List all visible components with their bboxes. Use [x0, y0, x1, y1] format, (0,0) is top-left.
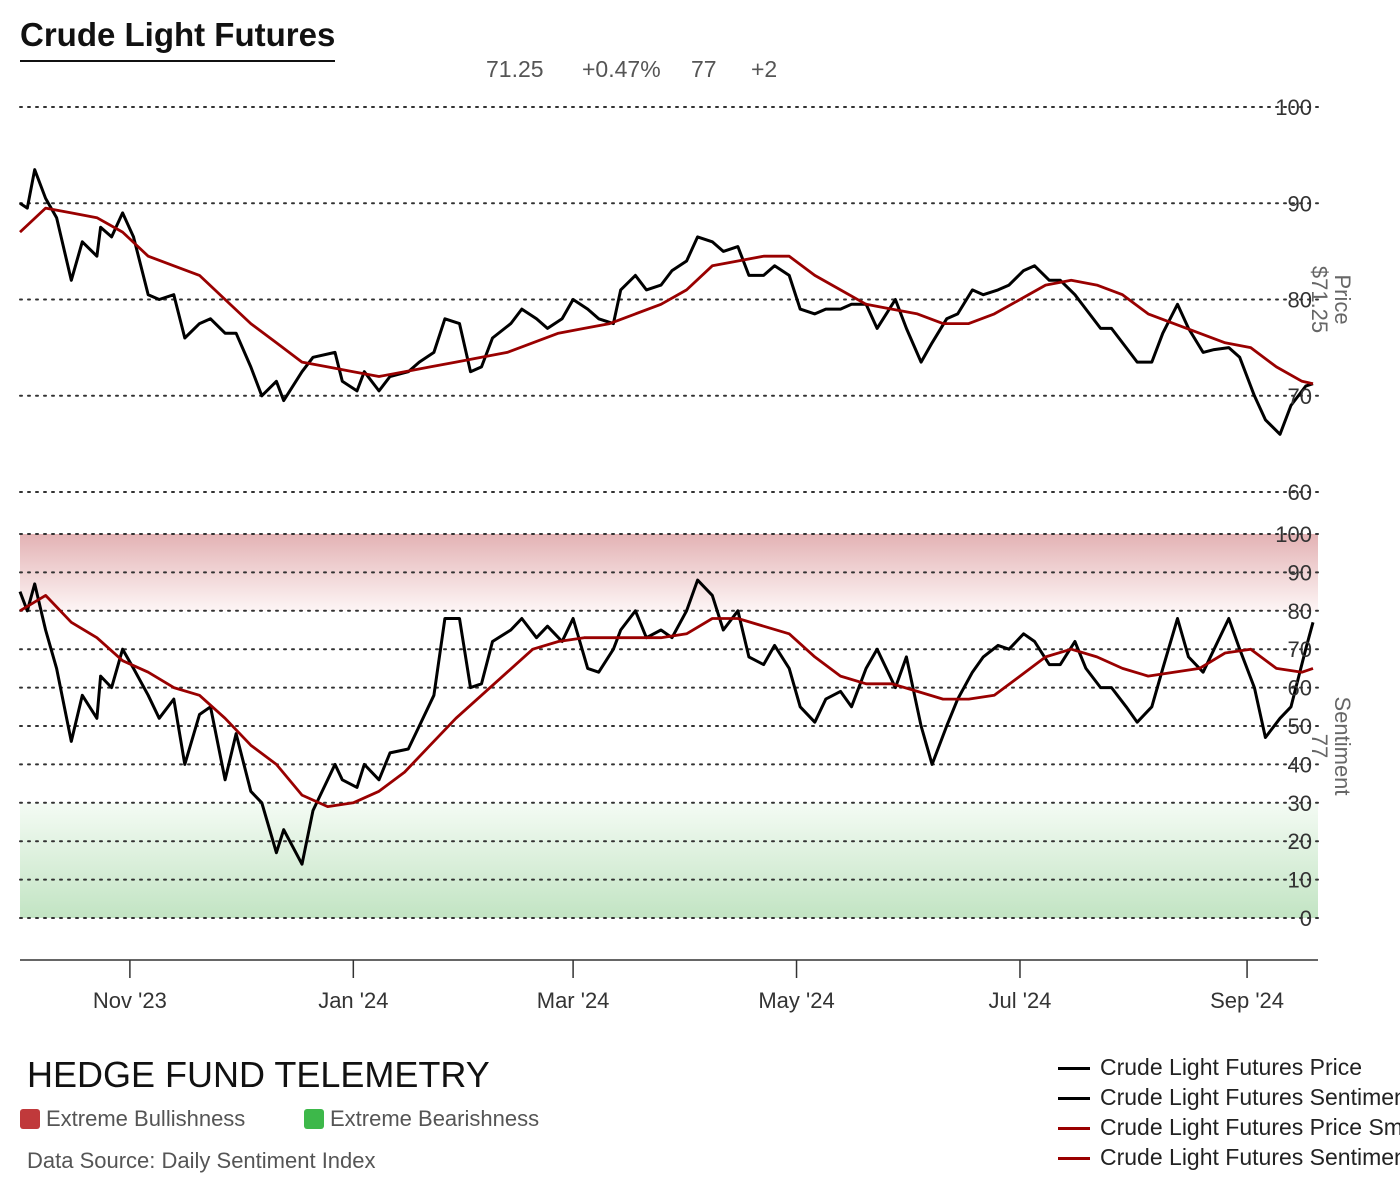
legend-line-icon — [1058, 1067, 1090, 1071]
sentiment-y-tick-label: 0 — [1300, 906, 1312, 931]
sentiment-axis-value: 77 — [1307, 734, 1332, 758]
legend-label: Crude Light Futures Price — [1100, 1054, 1363, 1080]
series-crude-light-futures-price — [19, 168, 1314, 436]
sentiment-y-tick-label: 50 — [1288, 714, 1312, 739]
legend-line-icon — [1058, 1097, 1090, 1101]
price-y-tick-label: 70 — [1288, 384, 1312, 409]
sentiment-y-tick-label: 20 — [1288, 829, 1312, 854]
x-tick-label: Nov '23 — [93, 988, 167, 1013]
sentiment-y-tick-label: 70 — [1288, 637, 1312, 662]
legend-item: Crude Light Futures Sentiment Smoothed — [1058, 1142, 1400, 1172]
sentiment-y-tick-label: 30 — [1288, 791, 1312, 816]
series-crude-light-futures-sentiment-smoothed — [19, 594, 1314, 808]
price-y-tick-label: 80 — [1288, 288, 1312, 313]
sentiment-axis-label: Sentiment — [1330, 696, 1355, 795]
bear-zone-key: Extreme Bearishness — [304, 1106, 539, 1132]
legend-label: Crude Light Futures Sentiment — [1100, 1084, 1400, 1110]
legend-line-icon — [1058, 1157, 1090, 1161]
bear-zone-label: Extreme Bearishness — [330, 1106, 540, 1131]
x-tick-label: Jan '24 — [318, 988, 388, 1013]
price-y-tick-label: 90 — [1288, 191, 1312, 216]
price-change: +0.47% — [582, 56, 661, 82]
brand-name: HEDGE FUND TELEMETRY — [27, 1054, 490, 1095]
price-y-tick-label: 100 — [1275, 95, 1312, 120]
legend-item: Crude Light Futures Price Smoothed — [1058, 1112, 1400, 1142]
legend-item: Crude Light Futures Sentiment — [1058, 1082, 1400, 1112]
sentiment-y-tick-label: 60 — [1288, 676, 1312, 701]
legend-label: Crude Light Futures Price Smoothed — [1100, 1114, 1400, 1140]
price-axis-title: Price$71.25 — [1307, 266, 1355, 333]
sentiment-y-tick-label: 80 — [1288, 599, 1312, 624]
chart-legend: Crude Light Futures Price Crude Light Fut… — [1058, 1052, 1400, 1172]
x-tick-label: Mar '24 — [537, 988, 610, 1013]
legend-line-icon — [1058, 1127, 1090, 1131]
series-crude-light-futures-price-smoothed — [19, 206, 1314, 386]
bull-swatch-icon — [20, 1109, 40, 1129]
bull-zone-key: Extreme Bullishness — [20, 1106, 245, 1132]
sentiment-change: +2 — [751, 56, 778, 82]
chart-title: Crude Light Futures — [20, 16, 336, 62]
sentiment-y-tick-label: 10 — [1288, 868, 1312, 893]
bull-zone-label: Extreme Bullishness — [46, 1106, 246, 1131]
sentiment-y-tick-label: 100 — [1275, 522, 1312, 547]
legend-label: Crude Light Futures Sentiment Smoothed — [1100, 1144, 1400, 1170]
zone-extreme-bearishness — [20, 802, 1318, 918]
chart-canvas: 60 70 80 90 100 0 10 20 30 40 50 60 70 80 90 100 Nov '2… — [18, 95, 1355, 1013]
legend-item: Crude Light Futures Price — [1058, 1052, 1400, 1082]
x-tick-label: Jul '24 — [989, 988, 1052, 1013]
sentiment-y-tick-label: 40 — [1288, 752, 1312, 777]
price-axis-value: $71.25 — [1307, 266, 1332, 333]
x-tick-label: Sep '24 — [1210, 988, 1284, 1013]
series-crude-light-futures-sentiment — [18, 578, 1315, 866]
price-value: 71.25 — [486, 56, 544, 82]
price-y-tick-label: 60 — [1288, 480, 1312, 505]
bear-swatch-icon — [304, 1109, 324, 1129]
data-source: Data Source: Daily Sentiment Index — [27, 1148, 376, 1173]
sentiment-value: 77 — [691, 56, 717, 82]
price-axis-label: Price — [1330, 274, 1355, 324]
sentiment-y-tick-label: 90 — [1288, 560, 1312, 585]
x-tick-label: May '24 — [758, 988, 834, 1013]
